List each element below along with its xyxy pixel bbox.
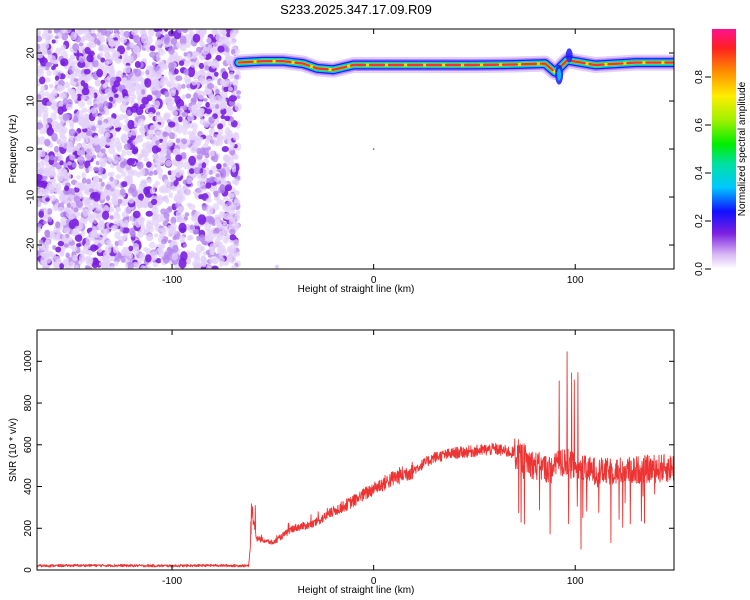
snr-xlabel: Height of straight line (km) [298,585,415,596]
colorbar-scale [712,29,736,269]
spectrogram-ytick-label: -20 [26,237,37,252]
spectrogram-ytick-label: 10 [26,95,37,107]
snr-xtick-label: 100 [567,576,584,587]
snr-ytick-label: 600 [23,436,34,453]
spectrogram-noise [37,29,242,269]
spectrogram-speck [274,264,279,269]
snr-frame [36,329,675,571]
spectrogram-ytick-label: 0 [26,146,37,152]
page-title: S233.2025.347.17.09.R09 [280,2,432,17]
spectrogram-ytick-label: -10 [26,189,37,204]
colorbar-tick-label: 0.2 [694,214,705,228]
colorbar-label: Normalized spectral amplitude [737,81,748,216]
spectrogram-xtick-label: 0 [371,275,377,286]
spectrogram-ylabel: Frequency (Hz) [8,115,19,184]
snr-ytick-label: 200 [23,519,34,536]
snr-ytick-label: 400 [23,478,34,495]
snr-series-line [37,351,674,568]
snr-xtick-label: -100 [162,576,182,587]
spectrogram-xlabel: Height of straight line (km) [298,284,415,295]
colorbar: 0.0 0.2 0.4 0.6 0.8 Normalized spectral ampl… [694,29,748,276]
snr-ytick-label: 1000 [23,350,34,373]
colorbar-tick-label: 0.0 [694,262,705,276]
snr-xtick-label: 0 [371,576,377,587]
spectrogram-signal-band [230,48,674,85]
spectrogram-speck [372,148,375,150]
spectrogram-xtick-label: -100 [162,275,182,286]
colorbar-tick-label: 0.6 [694,118,705,132]
colorbar-tick-label: 0.4 [694,166,705,180]
snr-ytick-label: 800 [23,394,34,411]
spectrogram-ytick-label: 20 [26,47,37,59]
snr-ylabel: SNR (10 * v/v) [8,418,19,482]
snr-ytick-label: 0 [23,567,34,573]
spectrogram-xtick-label: 100 [567,275,584,286]
colorbar-tick-label: 0.8 [694,70,705,84]
